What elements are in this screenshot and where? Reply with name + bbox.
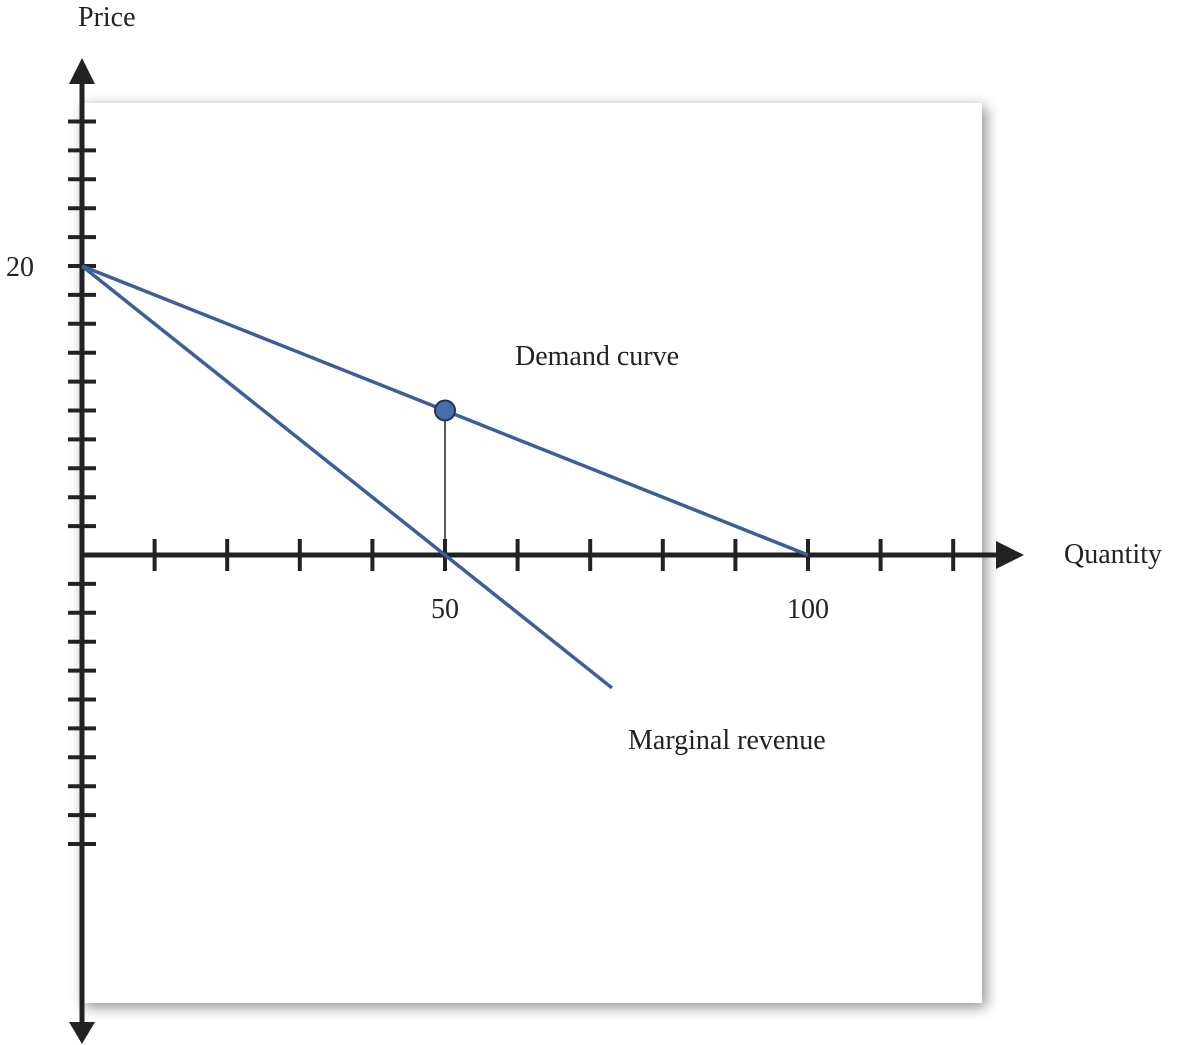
x-axis-title: Quantity [1064, 539, 1162, 570]
y-axis-arrowhead-top [69, 58, 95, 84]
x-axis-arrowhead [996, 541, 1024, 569]
x-axis-tick-labels: 50 100 [431, 594, 829, 625]
y-axis-title: Price [78, 2, 136, 33]
x-tick-label-100: 100 [787, 594, 829, 625]
y-axis-arrowhead-bottom [69, 1022, 95, 1044]
y-tick-label-20: 20 [6, 252, 34, 283]
x-tick-label-50: 50 [431, 594, 459, 625]
marginal-revenue-label: Marginal revenue [628, 725, 826, 756]
y-axis-tick-labels: 20 [6, 252, 34, 283]
marginal-revenue-line [80, 264, 614, 690]
demand-point-marker [434, 399, 456, 422]
demand-curve-label: Demand curve [515, 341, 679, 372]
